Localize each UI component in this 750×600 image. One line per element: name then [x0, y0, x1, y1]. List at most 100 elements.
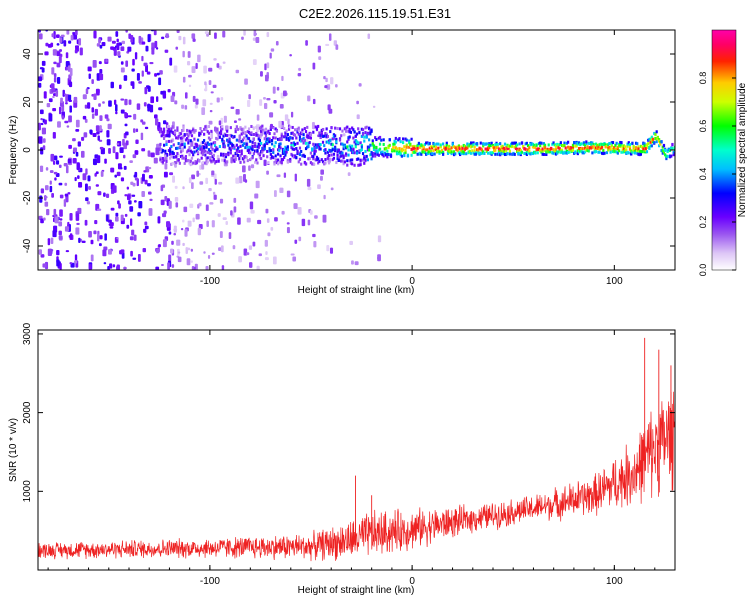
- ridge-cell: [336, 150, 339, 154]
- noise-cell: [247, 99, 251, 108]
- ridge-cell: [213, 161, 217, 165]
- noise-cell: [125, 140, 129, 146]
- ridge-cell: [355, 157, 359, 161]
- ridge-cell: [268, 140, 271, 144]
- ridge-cell: [285, 147, 288, 151]
- ridge-cell: [285, 136, 288, 140]
- noise-cell: [313, 241, 317, 248]
- noise-cell: [233, 197, 237, 203]
- ridge-cell: [204, 142, 207, 146]
- ridge-cell: [253, 141, 257, 145]
- noise-cell: [207, 255, 211, 259]
- ridge-cell: [207, 142, 211, 146]
- ridge-cell: [336, 148, 339, 152]
- noise-cell: [95, 171, 99, 175]
- ridge-cell: [221, 158, 224, 162]
- ridge-cell: [195, 149, 198, 153]
- noise-cell: [150, 152, 155, 158]
- ridge-cell: [308, 141, 311, 145]
- ridge-cell: [262, 144, 265, 148]
- ridge-cell: [181, 136, 184, 140]
- noise-cell: [64, 182, 68, 186]
- noise-cell: [50, 237, 54, 245]
- ridge-cell: [229, 151, 232, 155]
- noise-cell: [116, 42, 120, 51]
- ridge-cell: [495, 146, 498, 150]
- ridge-cell: [264, 131, 268, 135]
- colorbar-ticks: 0.00.20.40.60.8: [698, 72, 736, 276]
- ridge-cell: [514, 141, 518, 145]
- ridge-cell: [217, 158, 220, 162]
- noise-cell: [184, 229, 188, 237]
- ridge-cell: [296, 141, 299, 145]
- ridge-cell: [397, 138, 400, 142]
- ridge-cell: [234, 157, 237, 161]
- ridge-cell: [649, 137, 652, 141]
- ridge-cell: [244, 155, 247, 159]
- ridge-cell: [176, 146, 179, 150]
- ridge-cell: [412, 150, 416, 154]
- noise-cell: [282, 90, 287, 97]
- noise-cell: [141, 55, 144, 62]
- ridge-cell: [236, 127, 240, 131]
- ridge-cell: [335, 140, 338, 144]
- ridge-cell: [286, 147, 289, 151]
- ridge-cell: [253, 145, 257, 149]
- noise-cell: [270, 227, 274, 231]
- noise-cell: [209, 202, 214, 205]
- noise-cell: [87, 175, 91, 182]
- ridge-cell: [165, 134, 168, 138]
- ridge-cell: [246, 130, 249, 134]
- ridge-cell: [645, 143, 649, 147]
- ridge-cell: [294, 128, 297, 132]
- ridge-cell: [354, 142, 357, 146]
- ridge-cell: [317, 157, 320, 161]
- ridge-cell: [359, 141, 362, 145]
- ridge-cell: [212, 148, 215, 152]
- ridge-cell: [641, 150, 644, 154]
- ridge-cell: [449, 149, 452, 153]
- ridge-cell: [611, 147, 615, 151]
- ridge-cell: [233, 145, 236, 149]
- noise-cell: [63, 40, 67, 47]
- ridge-cell: [215, 129, 218, 133]
- noise-cell: [135, 128, 139, 133]
- ridge-cell: [467, 151, 470, 155]
- noise-cell: [91, 79, 94, 85]
- noise-cell: [120, 214, 124, 222]
- ridge-cell: [331, 143, 334, 147]
- noise-cell: [319, 175, 323, 181]
- ridge-cell: [462, 152, 465, 156]
- noise-cell: [312, 233, 316, 238]
- ridge-cell: [246, 136, 249, 140]
- ridge-cell: [465, 152, 468, 156]
- noise-cell: [101, 41, 106, 47]
- ridge-cell: [489, 144, 492, 148]
- ridge-cell: [479, 147, 482, 151]
- noise-cell: [206, 220, 209, 227]
- ridge-cell: [530, 151, 533, 155]
- ridge-cell: [195, 143, 198, 147]
- ridge-cell: [608, 145, 611, 149]
- ridge-cell: [410, 147, 413, 151]
- ridge-cell: [324, 132, 327, 136]
- noise-cell: [93, 30, 97, 39]
- ridge-cell: [386, 149, 389, 153]
- ridge-cell: [670, 154, 673, 158]
- ridge-cell: [274, 154, 277, 158]
- ridge-cell: [205, 159, 208, 163]
- ridge-cell: [363, 139, 366, 143]
- ridge-cell: [209, 151, 212, 155]
- noise-cell: [242, 165, 246, 173]
- ridge-cell: [243, 136, 246, 140]
- ridge-cell: [280, 161, 283, 165]
- ridge-cell: [519, 149, 522, 153]
- ridge-cell: [547, 149, 550, 153]
- ridge-cell: [314, 143, 317, 147]
- noise-cell: [155, 266, 160, 270]
- noise-cell: [220, 97, 224, 101]
- noise-cell: [67, 158, 72, 164]
- noise-cell: [258, 253, 262, 257]
- ridge-cell: [220, 132, 223, 136]
- ridge-cell: [170, 145, 173, 149]
